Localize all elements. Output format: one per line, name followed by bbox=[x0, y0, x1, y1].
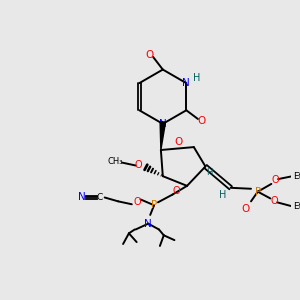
Text: O: O bbox=[270, 196, 278, 206]
Text: C: C bbox=[97, 193, 103, 202]
Text: O: O bbox=[134, 197, 141, 207]
Text: Et: Et bbox=[293, 172, 300, 181]
Text: N: N bbox=[182, 78, 190, 88]
Text: N: N bbox=[79, 193, 86, 202]
Text: CH₃: CH₃ bbox=[108, 157, 123, 166]
Text: H: H bbox=[193, 73, 201, 83]
Text: O: O bbox=[241, 204, 249, 214]
Text: H: H bbox=[206, 168, 212, 177]
Text: N: N bbox=[144, 219, 152, 229]
Text: N: N bbox=[159, 119, 167, 129]
Text: O: O bbox=[198, 116, 206, 126]
Text: P: P bbox=[151, 200, 157, 210]
Text: O: O bbox=[135, 160, 142, 170]
Text: O: O bbox=[145, 50, 153, 60]
Text: O: O bbox=[272, 175, 279, 185]
Text: O: O bbox=[172, 186, 180, 196]
Text: P: P bbox=[255, 187, 261, 197]
Polygon shape bbox=[160, 122, 166, 150]
Text: O: O bbox=[174, 137, 182, 147]
Text: Et: Et bbox=[293, 202, 300, 211]
Text: H: H bbox=[219, 190, 226, 200]
